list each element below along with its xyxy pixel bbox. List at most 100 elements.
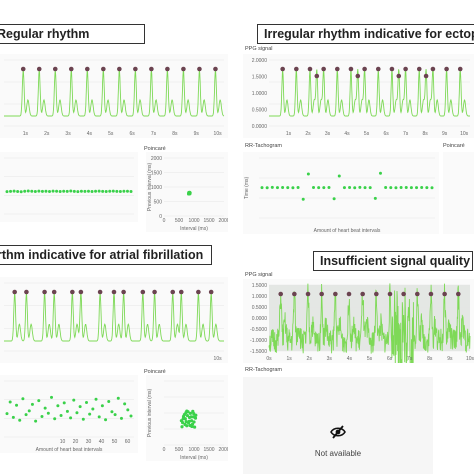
x-tick-label: 7s: [151, 131, 157, 137]
rr-point: [34, 419, 38, 423]
x-tick-label: 3s: [327, 356, 333, 362]
x-tick-label: 0: [163, 447, 166, 453]
rr-point: [260, 186, 264, 190]
x-tick-label: 1500: [203, 447, 214, 453]
rr-point: [40, 189, 44, 193]
rr-point: [62, 189, 66, 193]
peak-marker: [170, 289, 176, 295]
rr-point: [384, 186, 388, 190]
ppg-chart: 0s 1s 2s 3s 4s 5s 6s 7s 8s 9s 10s 1.5000 1.0000 0.500…: [243, 279, 474, 363]
rr-point: [69, 416, 73, 420]
rr-point: [394, 186, 398, 190]
poincare-point: [191, 409, 195, 413]
ectopic-peak-marker: [423, 73, 429, 79]
ectopic-peak-marker: [396, 73, 402, 79]
peak-marker: [152, 289, 157, 295]
y-tick-label: 0.5000: [252, 108, 268, 114]
rr-point: [100, 404, 104, 408]
poincare-point: [187, 421, 191, 425]
rr-point: [69, 189, 73, 193]
poincare-point: [187, 415, 192, 420]
y-tick-label: 1.5000: [252, 75, 268, 81]
rr-point: [97, 189, 101, 193]
peak-marker: [442, 291, 447, 297]
peak-marker: [68, 66, 74, 72]
rr-point: [409, 186, 413, 190]
rr-point: [16, 189, 20, 193]
ppg-chart-svg: 0s 1s 2s 3s 4s 5s 6s 7s 8s 9s 10s 1.5000 1.0000 0.500…: [250, 283, 474, 363]
ppg-waveform: [4, 292, 224, 342]
rr-point: [30, 402, 34, 406]
rr-point: [91, 407, 95, 411]
rr-point: [40, 414, 44, 418]
x-tick-label: 2s: [305, 131, 311, 137]
x-tick-label: 5s: [108, 131, 114, 137]
poincare-point: [187, 191, 192, 195]
poincare-point: [184, 420, 188, 424]
rr-point: [5, 190, 9, 194]
rr-tachogram-label: RR-Tachogram: [245, 143, 282, 149]
rr-point: [126, 408, 130, 412]
x-axis-label: Interval (ms): [180, 455, 208, 461]
rr-point: [65, 189, 69, 193]
poincare-chart: 0 500 1000 1500 2000 2000 1500 1000 500 0 Interval…: [146, 152, 228, 232]
rr-point: [12, 189, 16, 193]
rr-point: [26, 189, 30, 193]
rr-point: [76, 190, 80, 194]
poincare-point: [183, 422, 187, 427]
peak-marker: [101, 66, 106, 72]
rr-point: [286, 186, 290, 190]
rr-point: [129, 414, 133, 418]
peak-marker: [178, 289, 184, 295]
ppg-chart-svg: 1s 2s 3s 4s 5s 6s 7s 8s 9s 10s: [4, 59, 225, 137]
peak-marker: [213, 66, 218, 72]
rr-point: [19, 190, 23, 194]
rr-point: [88, 412, 92, 416]
peak-marker: [140, 289, 146, 295]
rr-point: [23, 189, 27, 193]
rr-point: [420, 185, 424, 189]
poincare-svg: 0 500 1000 1500 2000 Interval (ms) Previous in…: [147, 380, 228, 461]
rr-point: [327, 185, 331, 189]
poincare-label: Poincaré: [144, 146, 166, 152]
eye-slash-icon: [330, 425, 346, 439]
x-tick-label: 1500: [203, 218, 214, 224]
peak-marker: [12, 289, 17, 295]
peak-marker: [335, 66, 340, 72]
x-tick-label: 6s: [383, 131, 389, 137]
rr-point: [430, 186, 434, 190]
rr-point: [51, 189, 55, 193]
x-tick-label: 8s: [172, 131, 178, 137]
rr-point: [358, 185, 362, 189]
rr-point: [27, 409, 31, 413]
rr-point: [118, 190, 122, 194]
quadrant-irregular-rhythm: Irregular rhythm indicative for ectop PP…: [237, 0, 474, 237]
peak-marker: [149, 66, 154, 72]
poincare-svg: 0 500 1000 1500 2000 2000 1500 1000 500 0 Interval…: [147, 156, 228, 232]
y-tick-label: 0.5000: [252, 305, 268, 311]
x-tick-label: 500: [175, 218, 184, 224]
x-tick-label: 7s: [407, 356, 413, 362]
x-tick-label: 10: [60, 439, 66, 445]
ppg-waveform: [268, 283, 471, 363]
y-tick-label: -0.5000: [250, 327, 267, 333]
x-tick-label: 10s: [460, 131, 469, 137]
peak-marker: [319, 291, 324, 297]
x-tick-label: 8s: [427, 356, 433, 362]
x-tick-label: 1000: [188, 218, 199, 224]
peak-marker: [278, 291, 284, 297]
peak-marker: [117, 66, 122, 72]
rr-point: [78, 405, 82, 409]
rr-point: [94, 397, 98, 401]
peak-marker: [389, 66, 395, 72]
x-tick-label: 9s: [194, 131, 200, 137]
peak-marker: [374, 291, 379, 297]
poincare-point: [194, 413, 198, 417]
rr-point: [265, 186, 269, 190]
peak-marker: [348, 66, 354, 72]
rr-point: [79, 189, 83, 193]
poincare-point: [185, 413, 189, 418]
poincare-point: [180, 425, 184, 429]
rr-point: [33, 190, 37, 194]
x-tick-label: 2s: [44, 131, 50, 137]
